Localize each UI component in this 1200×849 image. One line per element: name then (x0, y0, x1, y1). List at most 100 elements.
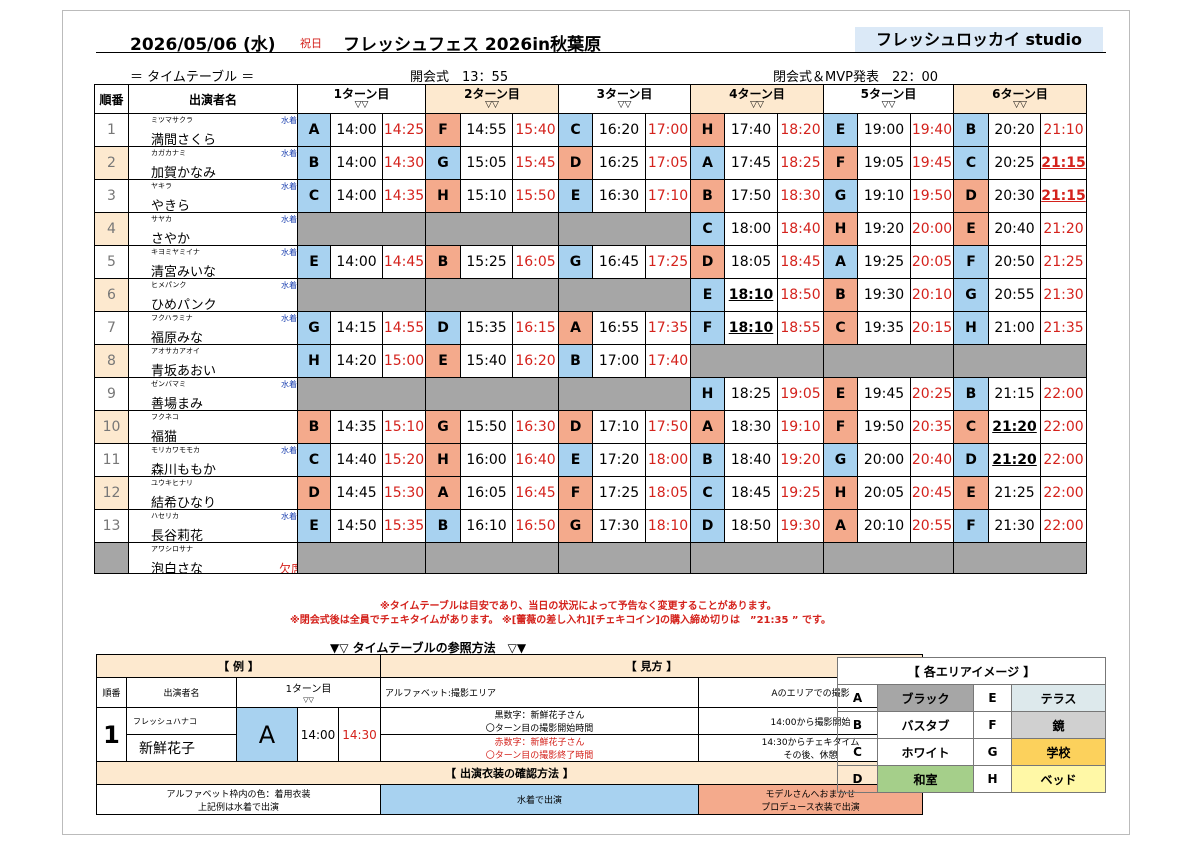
end-time: 21:25 (1040, 245, 1087, 279)
performer-cell: カガカナミ 水着あり加賀かなみ (128, 146, 298, 180)
area-row: C ホワイト G 学校 (837, 738, 1106, 766)
area-letter: F (823, 146, 858, 180)
reference-title: ▼▽ タイムテーブルの参照方法 ▽▼ (330, 641, 527, 655)
performer-name: 善場まみ (151, 397, 204, 411)
start-time: 19:30 (857, 278, 911, 312)
performer-cell: ゼンバマミ 水着あり善場まみ (128, 377, 298, 411)
area-letter: B (823, 278, 858, 312)
swimsuit-badge: 水着あり (281, 248, 297, 257)
performer-cell: キヨミヤミイナ 水着あり清宮みいな (128, 245, 298, 279)
area-letter: G (823, 443, 858, 477)
area-letter: G (558, 509, 593, 543)
empty-slot (823, 344, 954, 378)
area-letter: E (823, 377, 858, 411)
start-time: 19:10 (857, 179, 911, 213)
costume-color-desc: アルファベット枠内の色：着用衣装 上記例は水着で出演 (96, 784, 381, 815)
end-time: 20:25 (910, 377, 954, 411)
area-letter: D (690, 509, 725, 543)
note-line-1: ※タイムテーブルは目安であり、当日の状況によって予告なく変更することがあります。 (380, 601, 777, 612)
example-letter: A (236, 707, 298, 762)
end-time: 14:45 (382, 245, 426, 279)
area-key: D (837, 765, 878, 793)
start-time: 18:10 (724, 311, 778, 345)
performer-cell: アオサカアオイ 青坂あおい (128, 344, 298, 378)
costume-swim: 水着で出演 (380, 784, 699, 815)
area-legend-title: 【 各エリアイメージ 】 (837, 657, 1106, 685)
area-letter: B (690, 179, 725, 213)
start-time: 16:10 (460, 509, 513, 543)
end-time: 19:25 (777, 476, 824, 510)
area-letter: E (558, 443, 593, 477)
start-time: 20:40 (988, 212, 1041, 246)
end-time: 21:10 (1040, 113, 1087, 147)
example-start: 14:00 (297, 707, 339, 762)
start-time: 15:40 (460, 344, 513, 378)
end-time: 14:55 (382, 311, 426, 345)
end-time: 20:05 (910, 245, 954, 279)
turn-header-label: 5ターン目 (860, 87, 917, 101)
performer-name: 清宮みいな (151, 265, 217, 279)
end-time: 14:35 (382, 179, 426, 213)
table-row: 12 ユウキヒナリ 結希ひなり D 14:45 15:30 A 16:05 16:45 F 17:2… (94, 476, 1087, 510)
end-time: 15:45 (512, 146, 559, 180)
end-time: 15:50 (512, 179, 559, 213)
end-time: 19:45 (910, 146, 954, 180)
area-letter: B (425, 245, 461, 279)
turn-header-2: 2ターン目 ▽▽ (425, 84, 559, 114)
area-key: F (973, 711, 1012, 739)
start-time: 20:00 (857, 443, 911, 477)
start-time: 19:05 (857, 146, 911, 180)
empty-slot (823, 542, 954, 574)
end-time: 18:10 (645, 509, 691, 543)
performer-kana: カガカナミ (151, 149, 186, 157)
empty-slot (297, 542, 426, 574)
area-letter: C (823, 311, 858, 345)
start-time: 14:45 (330, 476, 383, 510)
start-time: 15:50 (460, 410, 513, 444)
area-letter: D (690, 245, 725, 279)
end-time: 18:50 (777, 278, 824, 312)
performer-kana: ハセリカ (151, 512, 179, 520)
area-letter: A (823, 245, 858, 279)
area-letter: H (425, 179, 461, 213)
start-time: 18:45 (724, 476, 778, 510)
swimsuit-badge: 水着あり (281, 215, 297, 224)
turn-header-1: 1ターン目 ▽▽ (297, 84, 426, 114)
area-name: ホワイト (877, 738, 974, 766)
end-time: 18:25 (777, 146, 824, 180)
empty-slot (297, 212, 426, 246)
end-time: 14:30 (382, 146, 426, 180)
start-time: 14:00 (330, 146, 383, 180)
end-time: 16:50 (512, 509, 559, 543)
swimsuit-badge: 水着あり (281, 116, 297, 125)
turn-header-triangle: ▽▽ (354, 100, 369, 110)
end-time: 16:40 (512, 443, 559, 477)
area-letter: B (558, 344, 593, 378)
start-time: 21:30 (988, 509, 1041, 543)
end-time: 19:10 (777, 410, 824, 444)
empty-slot (953, 344, 1087, 378)
end-time: 17:00 (645, 113, 691, 147)
start-time: 14:15 (330, 311, 383, 345)
area-letter: H (690, 377, 725, 411)
area-letter: E (953, 476, 989, 510)
end-time: 19:40 (910, 113, 954, 147)
performer-cell: フクネコ 福猫 (128, 410, 298, 444)
start-time: 18:30 (724, 410, 778, 444)
area-name: 学校 (1011, 738, 1106, 766)
area-letter: B (953, 113, 989, 147)
holiday-label: 祝日 (300, 37, 322, 50)
start-time: 14:00 (330, 113, 383, 147)
area-key: E (973, 684, 1012, 712)
area-key: A (837, 684, 878, 712)
end-time: 22:00 (1040, 410, 1087, 444)
empty-slot (297, 278, 426, 312)
start-time: 18:05 (724, 245, 778, 279)
area-row: A ブラック E テラス (837, 684, 1106, 712)
end-time: 17:35 (645, 311, 691, 345)
start-time: 14:55 (460, 113, 513, 147)
turn-header-triangle: ▽▽ (1013, 100, 1027, 110)
start-time: 16:30 (592, 179, 646, 213)
start-time: 19:50 (857, 410, 911, 444)
view-black-label: 黒数字：新鮮花子さん 〇ターン目の撮影開始時間 (380, 707, 699, 735)
